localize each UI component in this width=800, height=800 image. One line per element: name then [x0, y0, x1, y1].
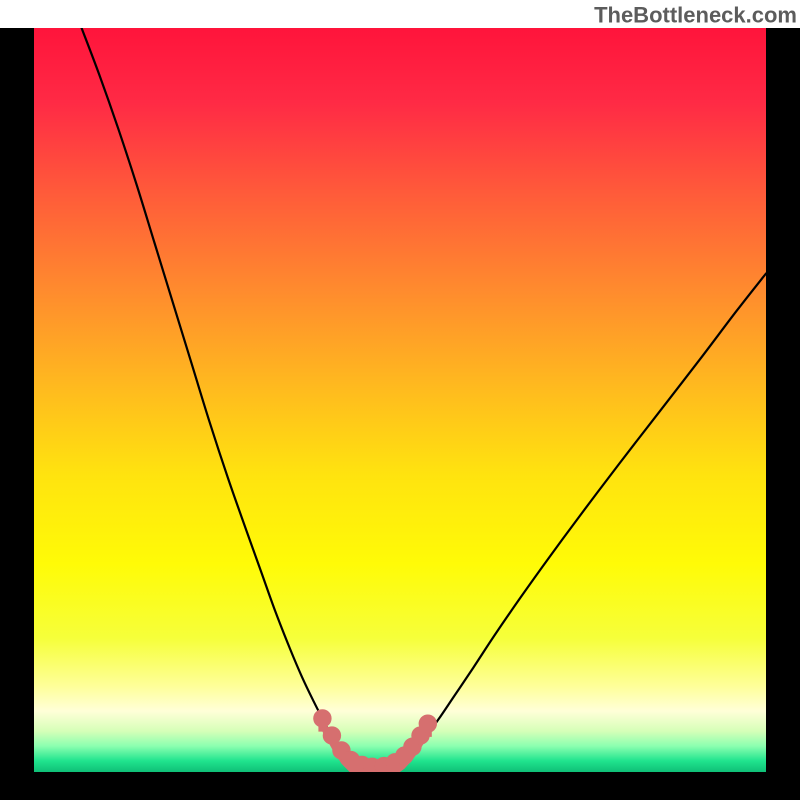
watermark-text: TheBottleneck.com: [594, 3, 797, 28]
valley-marker: [419, 714, 437, 732]
chart-root: TheBottleneck.com: [0, 0, 800, 800]
valley-marker: [313, 709, 331, 727]
